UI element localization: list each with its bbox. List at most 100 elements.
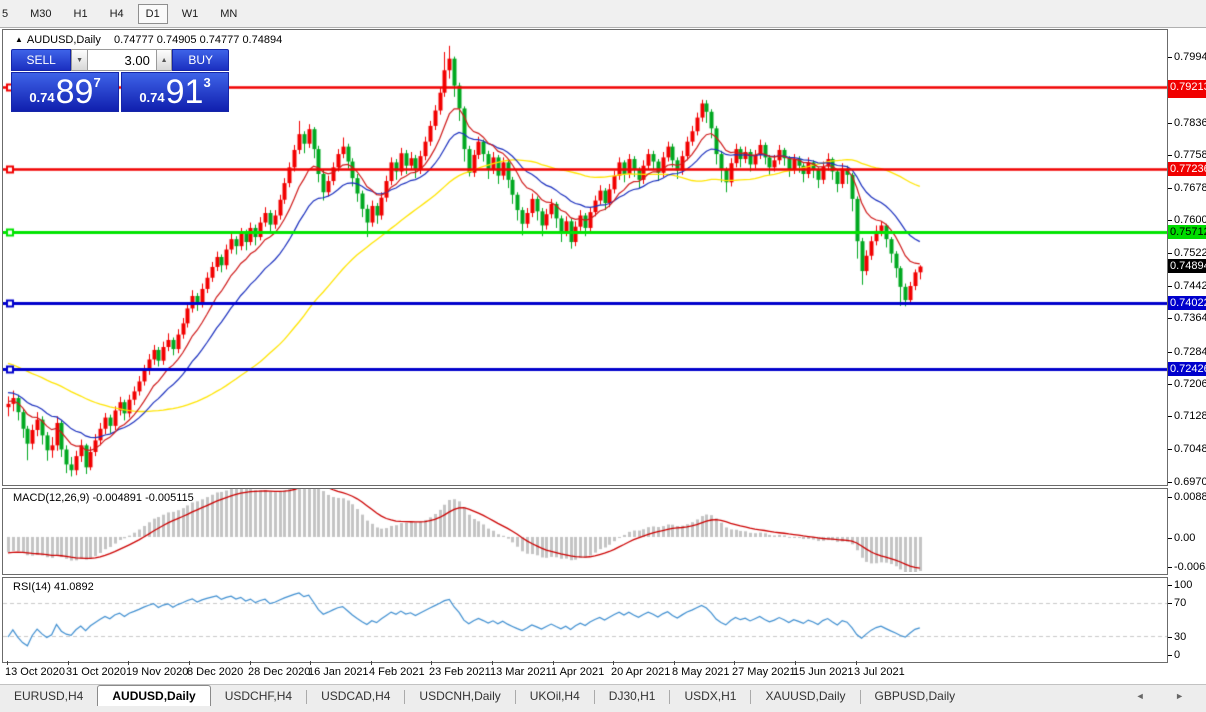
rsi-scale-tick: 30 <box>1174 631 1187 643</box>
price-tick-dash <box>1168 188 1172 189</box>
rsi-scale-tick-dash <box>1168 655 1172 656</box>
date-tick <box>431 661 432 665</box>
tab-eurusd-h4[interactable]: EURUSD,H4 <box>14 689 84 703</box>
tab-xauusd-daily[interactable]: XAUUSD,Daily <box>765 689 846 703</box>
date-tick <box>613 661 614 665</box>
price-tick-dash <box>1168 384 1172 385</box>
tab-separator <box>514 690 516 704</box>
price-tag-079213: 0.79213 <box>1168 80 1206 94</box>
one-click-trading-panel: SELL ▼ ▲ BUY 0.74 89 7 0.74 91 3 <box>11 49 229 112</box>
price-tick-dash <box>1168 318 1172 319</box>
price-tag-074022: 0.74022 <box>1168 296 1206 310</box>
price-tick-dash <box>1168 57 1172 58</box>
buy-button[interactable]: BUY <box>172 49 229 71</box>
price-tick-dash <box>1168 482 1172 483</box>
chart-tab-bar: EURUSD,H4 AUDUSD,Daily USDCHF,H4 USDCAD,H4 U… <box>0 684 1206 712</box>
rsi-label: RSI(14) 41.0892 <box>13 581 94 593</box>
timeframe-button-mn[interactable]: MN <box>220 7 238 20</box>
buy-price-pips: 91 <box>165 73 204 111</box>
tab-ukoil-h4[interactable]: UKOil,H4 <box>529 689 580 703</box>
date-label: 15 Jun 2021 <box>793 666 854 678</box>
date-label: 1 Apr 2021 <box>551 666 605 678</box>
tab-usdx-h1[interactable]: USDX,H1 <box>684 689 737 703</box>
sell-price-button[interactable]: 0.74 89 7 <box>11 72 119 112</box>
date-tick <box>674 661 675 665</box>
ohlc-close: 0.74894 <box>242 34 283 46</box>
tab-audusd-daily[interactable]: AUDUSD,Daily <box>97 685 211 706</box>
date-tick <box>68 661 69 665</box>
rsi-chart-canvas[interactable] <box>3 578 1167 660</box>
date-tick <box>189 661 190 665</box>
sell-button[interactable]: SELL <box>11 49 72 71</box>
date-tick <box>734 661 735 665</box>
rsi-scale-tick: 0 <box>1174 649 1181 661</box>
date-label: 31 Oct 2020 <box>66 666 126 678</box>
timeframe-button-5[interactable]: 5 <box>2 7 9 20</box>
timeframe-button-h1[interactable]: H1 <box>73 7 88 20</box>
date-tick <box>553 661 554 665</box>
tab-usdchf-h4[interactable]: USDCHF,H4 <box>224 689 293 703</box>
date-label: 8 May 2021 <box>672 666 730 678</box>
tab-separator <box>404 690 406 704</box>
price-tick-dash <box>1168 220 1172 221</box>
date-label: 27 May 2021 <box>732 666 796 678</box>
tab-dj30-h1[interactable]: DJ30,H1 <box>608 689 656 703</box>
timeframe-button-d1[interactable]: D1 <box>137 3 168 24</box>
date-axis[interactable]: 13 Oct 2020 31 Oct 2020 19 Nov 2020 8 Dec 2… <box>2 661 1166 682</box>
volume-increase-button[interactable]: ▲ <box>155 49 173 71</box>
macd-scale-tick-dash <box>1168 538 1172 539</box>
price-tag-072426: 0.72426 <box>1168 362 1206 376</box>
symbol-ohlc-line: ▲ AUDUSD,Daily 0.74777 0.74905 0.74777 0.… <box>15 34 282 46</box>
tab-usdcad-h4[interactable]: USDCAD,H4 <box>321 689 391 703</box>
macd-scale-tick: 0.008871 <box>1174 491 1206 503</box>
buy-price-point: 3 <box>203 75 211 90</box>
date-label: 16 Jan 2021 <box>308 666 369 678</box>
date-label: 23 Feb 2021 <box>429 666 491 678</box>
rsi-scale-tick-dash <box>1168 603 1172 604</box>
sell-price-pips: 89 <box>55 73 94 111</box>
tab-usdcnh-daily[interactable]: USDCNH,Daily <box>419 689 501 703</box>
macd-chart-canvas[interactable] <box>3 489 1167 572</box>
macd-scale-tick: -0.00632 <box>1174 561 1206 573</box>
price-tick-dash <box>1168 123 1172 124</box>
tab-separator <box>750 690 752 704</box>
date-tick <box>856 661 857 665</box>
macd-indicator-panel[interactable]: MACD(12,26,9) -0.004891 -0.005115 <box>2 488 1168 575</box>
date-tick <box>128 661 129 665</box>
timeframe-toolbar: 5 M30 H1 H4 D1 W1 MN <box>0 0 1206 28</box>
volume-input[interactable] <box>87 49 156 71</box>
rsi-scale-tick: 100 <box>1174 579 1193 591</box>
rsi-indicator-panel[interactable]: RSI(14) 41.0892 <box>2 577 1168 663</box>
timeframe-button-m30[interactable]: M30 <box>30 7 52 20</box>
rsi-scale-tick-dash <box>1168 585 1172 586</box>
date-label: 4 Feb 2021 <box>369 666 425 678</box>
rsi-scale-tick-dash <box>1168 637 1172 638</box>
buy-price-button[interactable]: 0.74 91 3 <box>121 72 229 112</box>
collapse-triangle-icon[interactable]: ▲ <box>15 35 23 44</box>
main-chart-panel[interactable]: ▲ AUDUSD,Daily 0.74777 0.74905 0.74777 0.… <box>2 29 1168 486</box>
price-tick-dash <box>1168 416 1172 417</box>
timeframe-button-h4[interactable]: H4 <box>109 7 124 20</box>
tab-gbpusd-daily[interactable]: GBPUSD,Daily <box>874 689 956 703</box>
symbol-name: AUDUSD,Daily <box>26 34 101 46</box>
volume-decrease-button[interactable]: ▼ <box>71 49 88 71</box>
macd-scale-tick: 0.00 <box>1174 532 1196 544</box>
date-tick <box>371 661 372 665</box>
tab-scroll-arrows[interactable]: ◄ ► <box>1135 691 1198 701</box>
ohlc-high: 0.74905 <box>156 34 197 46</box>
timeframe-button-w1[interactable]: W1 <box>181 7 199 20</box>
